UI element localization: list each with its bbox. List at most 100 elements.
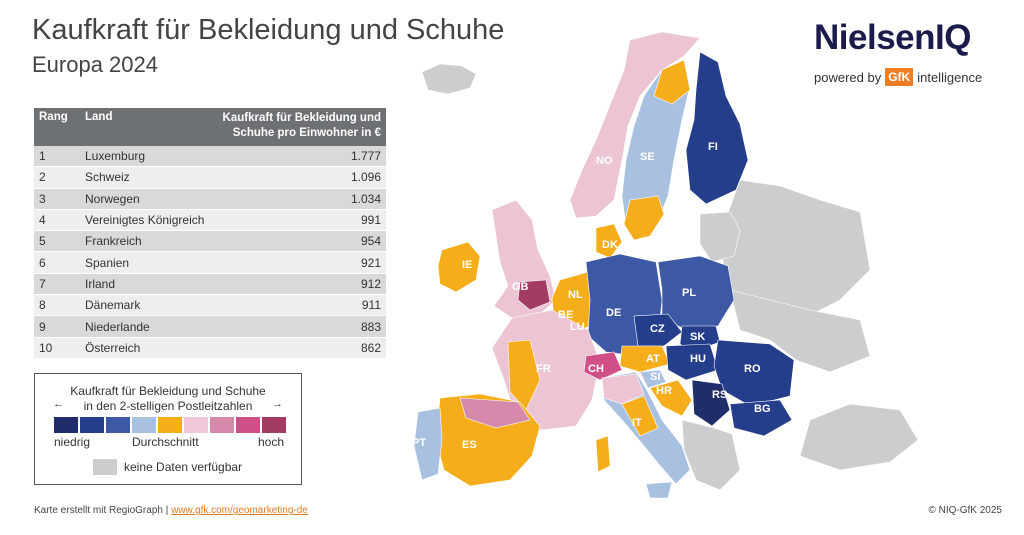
header-value-line2: Schuhe pro Einwohner in € <box>232 127 381 139</box>
geomarketing-link[interactable]: www.gfk.com/geomarketing-de <box>171 505 308 516</box>
legend-swatch-3 <box>106 417 130 433</box>
region-portugal <box>413 407 443 481</box>
arrow-right-icon: → <box>272 398 283 410</box>
row-country: Österreich <box>80 337 213 359</box>
row-rank: 7 <box>34 273 80 296</box>
region-italy-center <box>621 395 659 437</box>
row-value: 911 <box>212 294 386 317</box>
region-gb-london <box>517 279 551 311</box>
table-row: 7 Irland 912 <box>34 273 386 296</box>
header-value-line1: Kaufkraft für Bekleidung und <box>222 112 381 124</box>
region-balkans-nodata <box>681 419 741 491</box>
table-header-row: Rang Land Kaufkraft für Bekleidung und S… <box>34 108 386 146</box>
map-legend: Kaufkraft für Bekleidung und Schuhe in d… <box>34 373 302 485</box>
map-label-ro: RO <box>744 363 761 375</box>
row-value: 1.096 <box>212 166 386 189</box>
map-label-no: NO <box>596 155 613 167</box>
legend-swatch-7 <box>210 417 234 433</box>
row-value: 921 <box>212 251 386 274</box>
table-row: 10 Österreich 862 <box>34 337 386 359</box>
row-value: 912 <box>212 273 386 296</box>
map-label-ie: IE <box>462 259 472 271</box>
region-czech <box>633 313 683 347</box>
row-rank: 3 <box>34 188 80 210</box>
legend-swatch-4 <box>132 417 156 433</box>
row-country: Norwegen <box>80 188 213 210</box>
map-label-hr: HR <box>656 385 672 397</box>
map-label-de: DE <box>606 307 621 319</box>
region-austria <box>619 345 671 373</box>
header-value: Kaufkraft für Bekleidung und Schuhe pro … <box>212 108 386 146</box>
intelligence-text: intelligence <box>917 69 983 85</box>
map-label-it: IT <box>632 417 642 429</box>
region-iceland <box>421 63 477 95</box>
map-label-rs: RS <box>712 389 727 401</box>
map-label-nl: NL <box>568 289 583 301</box>
legend-title-line2: in den 2-stelligen Postleitzahlen <box>83 399 253 413</box>
region-denmark <box>595 223 623 259</box>
legend-swatch-8 <box>236 417 260 433</box>
brand-name: NielsenIQ <box>814 18 971 57</box>
legend-title: Kaufkraft für Bekleidung und Schuhe in d… <box>35 384 301 414</box>
row-value: 954 <box>212 230 386 253</box>
map-label-fi: FI <box>708 141 718 153</box>
row-country: Frankreich <box>80 230 213 253</box>
row-country: Dänemark <box>80 294 213 317</box>
row-rank: 10 <box>34 337 80 359</box>
legend-arrows: ← → <box>53 398 283 410</box>
table-row: 4 Vereinigtes Königreich 991 <box>34 209 386 232</box>
map-label-se: SE <box>640 151 655 163</box>
row-country: Niederlande <box>80 315 213 338</box>
legend-high-label: hoch <box>258 435 285 449</box>
footer-credit: Karte erstellt mit RegioGraph | www.gfk.… <box>34 505 308 516</box>
map-label-hu: HU <box>690 353 706 365</box>
region-ireland <box>437 241 481 293</box>
map-label-si: SI <box>650 371 660 383</box>
region-spain-north <box>459 397 531 429</box>
page-subtitle: Europa 2024 <box>32 52 158 77</box>
region-finland <box>685 51 749 205</box>
legend-swatches <box>54 417 288 433</box>
no-data-label: keine Daten verfügbar <box>124 460 243 474</box>
region-ukraine-nodata <box>729 289 871 373</box>
row-value: 1.777 <box>212 146 386 168</box>
arrow-left-icon: ← <box>53 398 64 410</box>
region-sardinia <box>595 435 611 473</box>
gfk-logo: GfK <box>885 68 914 86</box>
region-baltics <box>699 211 741 263</box>
powered-by-text: powered by <box>814 69 882 85</box>
legend-swatch-1 <box>54 417 78 433</box>
row-value: 883 <box>212 315 386 338</box>
legend-swatch-6 <box>184 417 208 433</box>
page-title: Kaufkraft für Bekleidung und Schuhe <box>32 14 505 46</box>
legend-low-label: niedrig <box>54 435 91 449</box>
row-value: 862 <box>212 337 386 359</box>
table-row: 8 Dänemark 911 <box>34 294 386 317</box>
row-rank: 5 <box>34 230 80 253</box>
region-norway <box>569 31 701 219</box>
map-label-dk: DK <box>602 239 618 251</box>
region-switzerland <box>583 351 623 381</box>
footer-copyright: © NIQ-GfK 2025 <box>928 505 1002 516</box>
region-sweden-north <box>653 59 691 105</box>
map-label-pt: PT <box>412 437 426 449</box>
region-turkey-nodata <box>799 403 919 471</box>
region-sweden-south <box>623 195 665 241</box>
ranking-table: Rang Land Kaufkraft für Bekleidung und S… <box>34 108 386 359</box>
row-rank: 1 <box>34 146 80 168</box>
legend-average-label: Durchschnitt <box>132 435 199 449</box>
legend-title-line1: Kaufkraft für Bekleidung und Schuhe <box>70 384 266 398</box>
map-label-at: AT <box>646 353 660 365</box>
table-row: 9 Niederlande 883 <box>34 315 386 338</box>
region-poland <box>657 255 735 331</box>
region-hungary <box>665 343 719 381</box>
region-sicily <box>645 481 673 499</box>
brand-tagline: powered by GfK intelligence <box>814 68 982 86</box>
map-label-lu: LU <box>570 321 585 333</box>
row-rank: 6 <box>34 251 80 274</box>
row-country: Irland <box>80 273 213 296</box>
row-country: Spanien <box>80 251 213 274</box>
region-serbia <box>691 379 731 427</box>
legend-swatch-2 <box>80 417 104 433</box>
region-bulgaria <box>729 399 793 437</box>
